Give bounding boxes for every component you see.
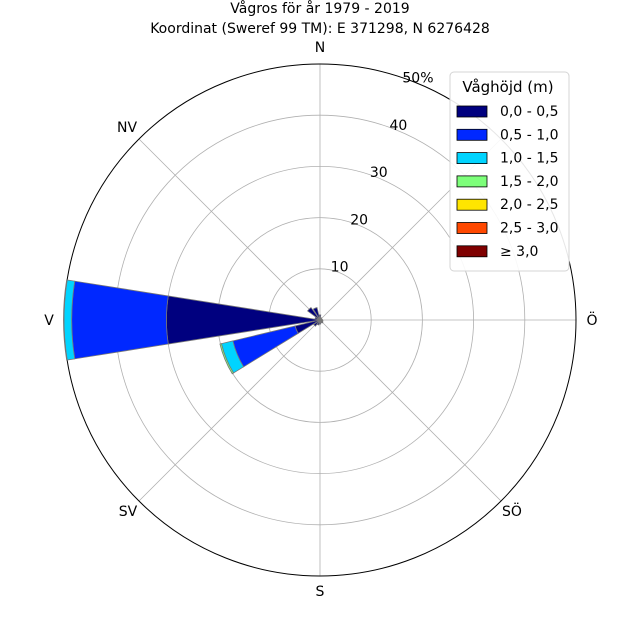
legend-swatch — [456, 222, 488, 234]
wave-bars — [63, 279, 324, 375]
bar-segment-v-3 — [63, 279, 68, 361]
legend-label: 1,0 - 1,5 — [500, 151, 558, 167]
legend-swatch — [456, 198, 488, 211]
chart-subtitle: Koordinat (Sweref 99 TM): E 371298, N 62… — [150, 21, 490, 37]
chart-title: Vågros för år 1979 - 2019 — [230, 0, 409, 17]
bar-segment-sv-0 — [313, 319, 321, 327]
bar-segment-v-0 — [166, 295, 321, 345]
radial-tick-labels: 10 20 30 40 50% — [331, 70, 434, 275]
compass-label-o: Ö — [586, 311, 597, 329]
compass-label-so: SÖ — [502, 502, 522, 520]
radial-tick-label: 10 — [331, 260, 349, 276]
legend-swatch — [456, 105, 488, 118]
legend-label: 1,5 - 2,0 — [500, 174, 558, 190]
legend-label: 2,5 - 3,0 — [500, 221, 558, 237]
legend-swatch — [456, 128, 488, 141]
legend-label: 0,0 - 0,5 — [500, 104, 558, 120]
bar-segment-nv-0 — [307, 307, 321, 321]
compass-label-v: V — [44, 313, 54, 329]
compass-label-s: S — [316, 584, 325, 600]
legend-title: Våghöjd (m) — [462, 78, 553, 96]
radial-tick-label: 30 — [370, 165, 388, 181]
radial-tick-label: 40 — [389, 118, 407, 134]
bar-segment-v-1 — [71, 280, 169, 360]
radial-tick-label: 50% — [402, 70, 433, 86]
legend: Våghöjd (m) 0,0 - 0,5 0,5 - 1,0 1,0 - 1,5 1… — [449, 71, 570, 272]
compass-label-nv: NV — [117, 120, 137, 136]
bar-segment-n-0 — [318, 314, 322, 321]
bar-segment-nnv-0 — [312, 307, 321, 321]
radial-tick-label: 20 — [350, 212, 368, 228]
grid-spoke — [138, 319, 321, 502]
grid-spoke — [319, 319, 502, 502]
legend-swatch — [456, 245, 488, 258]
legend-label: 0,5 - 1,0 — [500, 127, 558, 143]
legend-label: ≥ 3,0 — [500, 244, 538, 260]
grid-spoke — [138, 138, 321, 321]
legend-items: 0,0 - 0,5 0,5 - 1,0 1,0 - 1,5 1,5 - 2,0 2,0 … — [456, 104, 558, 260]
compass-label-sv: SV — [119, 504, 138, 520]
compass-label-n: N — [315, 40, 325, 56]
legend-swatch — [456, 152, 488, 165]
bar-segment-vsv-3 — [219, 343, 235, 375]
legend-label: 2,0 - 2,5 — [500, 197, 558, 213]
legend-swatch — [456, 175, 488, 188]
legend-frame — [449, 71, 570, 272]
